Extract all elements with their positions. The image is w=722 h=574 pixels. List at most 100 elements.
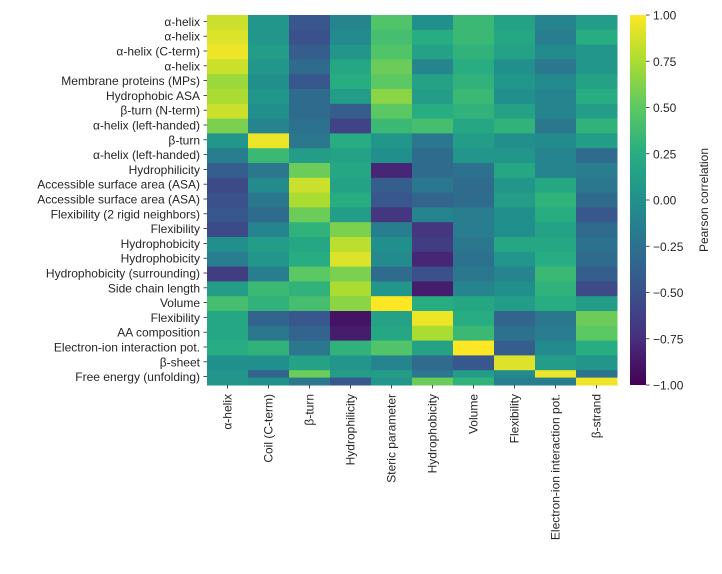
heatmap-cell: [289, 229, 331, 238]
heatmap-cell: [494, 200, 536, 208]
heatmap-cell: [494, 103, 536, 112]
heatmap-cell: [207, 333, 249, 342]
heatmap-cell: [453, 44, 495, 53]
heatmap-cell: [494, 163, 536, 171]
row-label: Accessible surface area (ASA): [37, 178, 200, 192]
heatmap-cell: [535, 266, 577, 275]
heatmap-cell: [494, 126, 536, 134]
heatmap-cell: [576, 140, 618, 149]
heatmap-cell: [494, 311, 536, 319]
column-label: α-helix: [221, 394, 235, 430]
heatmap-cell: [289, 237, 331, 245]
heatmap-cell: [535, 185, 577, 194]
heatmap-cell: [494, 29, 536, 38]
row-label: Hydrophobicity (surrounding): [46, 267, 200, 281]
row-label: α-helix (C-term): [116, 45, 200, 59]
heatmap-cell: [371, 207, 413, 216]
heatmap-cell: [207, 355, 249, 364]
heatmap-cell: [453, 15, 495, 23]
heatmap-cell: [453, 296, 495, 305]
heatmap-cell: [453, 133, 495, 142]
heatmap-cell: [289, 259, 331, 268]
heatmap-cell: [453, 274, 495, 282]
heatmap-cell: [494, 355, 536, 364]
heatmap-cell: [576, 192, 618, 201]
heatmap-cell: [289, 66, 331, 75]
heatmap-cell: [494, 281, 536, 290]
heatmap-cell: [207, 29, 249, 38]
heatmap-cell: [207, 133, 249, 142]
heatmap-cell: [207, 325, 249, 334]
heatmap-cell: [535, 281, 577, 290]
heatmap-cell: [330, 222, 372, 231]
heatmap-cell: [207, 163, 249, 171]
heatmap-cell: [453, 333, 495, 342]
heatmap-cell: [371, 333, 413, 342]
heatmap-cell: [576, 244, 618, 253]
heatmap-cell: [412, 325, 454, 334]
heatmap-cell: [330, 266, 372, 275]
heatmap-cell: [248, 266, 290, 275]
heatmap-cell: [412, 66, 454, 75]
heatmap-cell: [207, 244, 249, 253]
heatmap-cell: [371, 192, 413, 201]
heatmap-cell: [412, 274, 454, 282]
heatmap-cell: [453, 103, 495, 112]
heatmap-cell: [207, 118, 249, 127]
heatmap-cell: [576, 340, 618, 349]
heatmap-cell: [248, 333, 290, 342]
heatmap-cell: [576, 362, 618, 371]
heatmap-cell: [371, 244, 413, 253]
heatmap-cell: [207, 155, 249, 164]
heatmap-cell: [494, 259, 536, 268]
heatmap-cell: [412, 74, 454, 83]
heatmap-cell: [330, 318, 372, 327]
heatmap-cell: [248, 281, 290, 290]
heatmap-cell: [535, 296, 577, 305]
heatmap-cell: [576, 89, 618, 97]
heatmap-cell: [453, 163, 495, 171]
heatmap-cell: [535, 74, 577, 83]
heatmap-cell: [453, 207, 495, 216]
heatmap-cell: [289, 377, 331, 386]
heatmap-cell: [453, 222, 495, 231]
heatmap-cell: [330, 148, 372, 157]
colorbar-ticks: 1.00 0.75 0.50 0.25 0.00 −0.25 −0.50 −0.75 −1.00: [646, 9, 684, 393]
heatmap-cell: [412, 340, 454, 349]
heatmap-cell: [289, 140, 331, 149]
heatmap-cell: [453, 318, 495, 327]
heatmap-cell: [453, 29, 495, 38]
heatmap-cell: [248, 274, 290, 282]
heatmap-cell: [412, 229, 454, 238]
heatmap-cell: [289, 155, 331, 164]
heatmap-cell: [576, 59, 618, 68]
row-label: Hydrophobic ASA: [106, 89, 200, 103]
heatmap-cell: [453, 244, 495, 253]
heatmap-cell: [207, 59, 249, 68]
heatmap-cell: [494, 251, 536, 260]
heatmap-cell: [494, 377, 536, 386]
heatmap-cell: [453, 214, 495, 223]
heatmap-cell: [412, 111, 454, 120]
heatmap-cell: [494, 140, 536, 149]
heatmap-cell: [412, 296, 454, 305]
heatmap-cell: [330, 37, 372, 46]
heatmap-cell: [453, 111, 495, 120]
heatmap-cell: [289, 318, 331, 327]
heatmap-cell: [412, 266, 454, 275]
heatmap-cell: [207, 370, 249, 379]
column-label: β-turn: [303, 394, 317, 426]
heatmap-cell: [371, 140, 413, 149]
heatmap-cell: [494, 44, 536, 53]
heatmap-cell: [330, 251, 372, 260]
heatmap-cell: [248, 355, 290, 364]
heatmap-cell: [535, 370, 577, 379]
heatmap-cell: [248, 222, 290, 231]
heatmap-cell: [330, 362, 372, 371]
heatmap-cell: [535, 163, 577, 171]
heatmap-cell: [330, 229, 372, 238]
heatmap-cell: [535, 192, 577, 201]
heatmap-cell: [453, 355, 495, 364]
column-label: β-strand: [590, 394, 604, 438]
heatmap-cell: [535, 325, 577, 334]
